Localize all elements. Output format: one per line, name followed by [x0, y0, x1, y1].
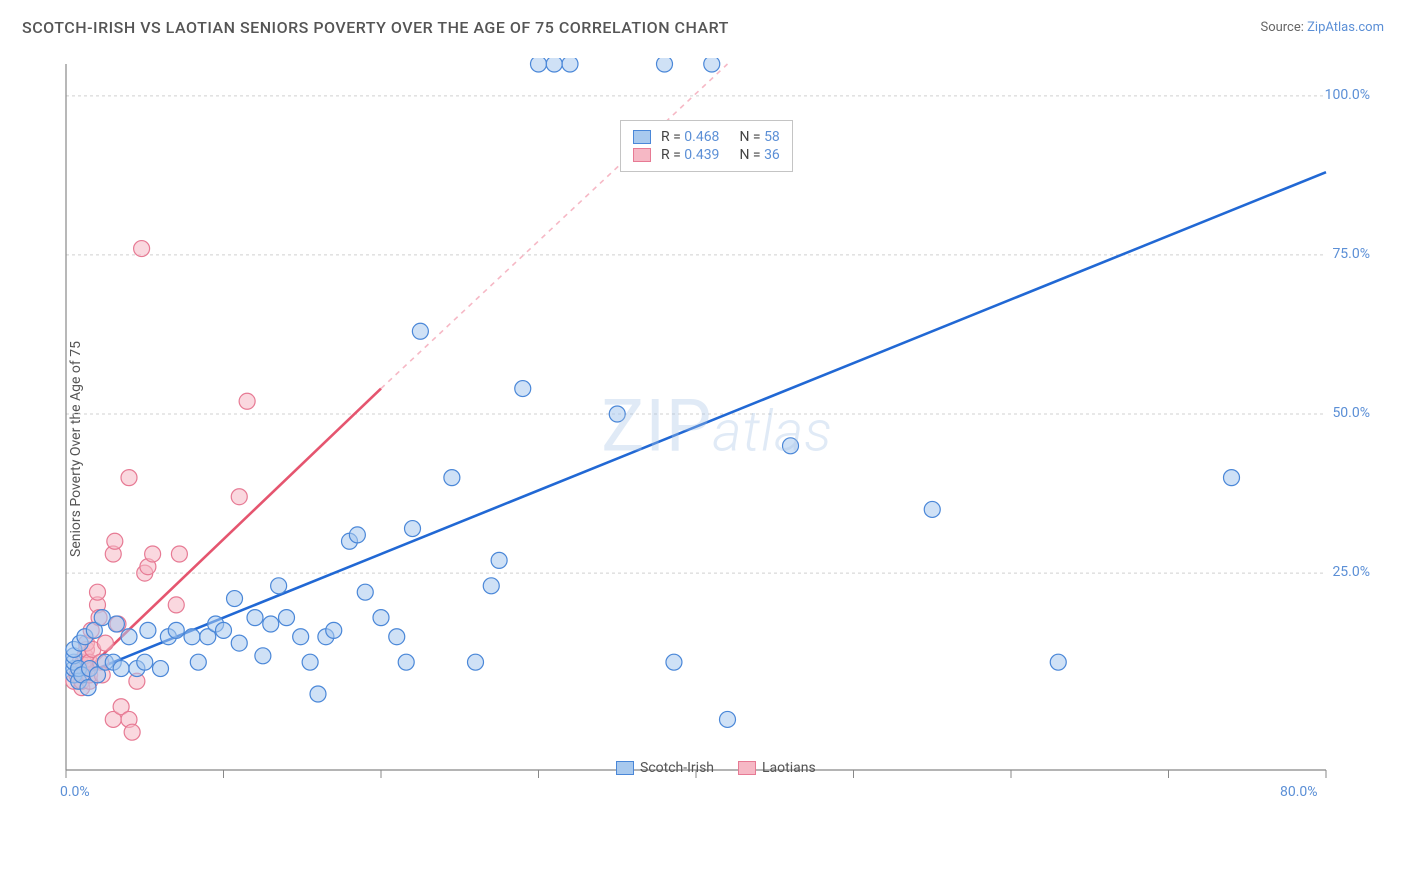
- data-point: [704, 58, 720, 72]
- series-legend: Scotch-Irish Laotians: [616, 760, 816, 776]
- data-point: [121, 629, 137, 645]
- data-point: [137, 654, 153, 670]
- y-tick-label: 75.0%: [1332, 246, 1370, 262]
- y-tick-label: 100.0%: [1325, 87, 1370, 103]
- data-point: [302, 654, 318, 670]
- n-label: N = 36: [739, 147, 779, 163]
- data-point: [657, 58, 673, 72]
- legend-item: Laotians: [738, 760, 816, 776]
- data-point: [108, 616, 124, 632]
- data-point: [389, 629, 405, 645]
- data-point: [562, 58, 578, 72]
- y-tick-label: 25.0%: [1332, 564, 1370, 580]
- legend-label: Scotch-Irish: [640, 760, 714, 776]
- legend-label: Laotians: [762, 760, 816, 776]
- data-point: [168, 597, 184, 613]
- source-label: Source: ZipAtlas.com: [1260, 20, 1384, 35]
- data-point: [1224, 470, 1240, 486]
- data-point: [231, 635, 247, 651]
- data-point: [140, 622, 156, 638]
- data-point: [121, 470, 137, 486]
- legend-swatch: [738, 761, 756, 775]
- data-point: [357, 584, 373, 600]
- data-point: [134, 241, 150, 257]
- data-point: [546, 58, 562, 72]
- data-point: [924, 501, 940, 517]
- data-point: [239, 393, 255, 409]
- r-label: R = 0.468: [661, 129, 719, 145]
- chart-title: SCOTCH-IRISH VS LAOTIAN SENIORS POVERTY …: [22, 18, 729, 37]
- data-point: [349, 527, 365, 543]
- data-point: [609, 406, 625, 422]
- legend-swatch: [616, 761, 634, 775]
- data-point: [720, 711, 736, 727]
- data-point: [113, 661, 129, 677]
- scatter-plot: [56, 58, 1378, 824]
- data-point: [468, 654, 484, 670]
- data-point: [94, 610, 110, 626]
- data-point: [171, 546, 187, 562]
- data-point: [97, 635, 113, 651]
- legend-item: Scotch-Irish: [616, 760, 714, 776]
- data-point: [293, 629, 309, 645]
- data-point: [145, 546, 161, 562]
- data-point: [247, 610, 263, 626]
- data-point: [531, 58, 547, 72]
- data-point: [326, 622, 342, 638]
- legend-swatch: [633, 130, 651, 144]
- data-point: [153, 661, 169, 677]
- data-point: [783, 438, 799, 454]
- data-point: [231, 489, 247, 505]
- data-point: [398, 654, 414, 670]
- data-point: [405, 521, 421, 537]
- correlation-legend: R = 0.468 N = 58 R = 0.439 N = 36: [620, 120, 793, 172]
- data-point: [216, 622, 232, 638]
- legend-row: R = 0.468 N = 58: [633, 129, 780, 145]
- x-tick-label: 80.0%: [1280, 784, 1318, 800]
- source-link[interactable]: ZipAtlas.com: [1307, 20, 1384, 35]
- data-point: [263, 616, 279, 632]
- data-point: [107, 533, 123, 549]
- data-point: [279, 610, 295, 626]
- data-point: [184, 629, 200, 645]
- data-point: [515, 381, 531, 397]
- x-tick-label: 0.0%: [60, 784, 90, 800]
- y-tick-label: 50.0%: [1332, 405, 1370, 421]
- data-point: [444, 470, 460, 486]
- data-point: [190, 654, 206, 670]
- data-point: [310, 686, 326, 702]
- data-point: [124, 724, 140, 740]
- data-point: [168, 622, 184, 638]
- r-label: R = 0.439: [661, 147, 719, 163]
- data-point: [255, 648, 271, 664]
- data-point: [1050, 654, 1066, 670]
- chart-header: SCOTCH-IRISH VS LAOTIAN SENIORS POVERTY …: [0, 0, 1406, 47]
- chart-area: Seniors Poverty Over the Age of 75 ZIPat…: [56, 58, 1378, 824]
- data-point: [227, 591, 243, 607]
- n-label: N = 58: [739, 129, 779, 145]
- legend-swatch: [633, 148, 651, 162]
- data-point: [373, 610, 389, 626]
- data-point: [491, 552, 507, 568]
- data-point: [412, 323, 428, 339]
- data-point: [90, 584, 106, 600]
- data-point: [483, 578, 499, 594]
- legend-row: R = 0.439 N = 36: [633, 147, 780, 163]
- data-point: [666, 654, 682, 670]
- data-point: [271, 578, 287, 594]
